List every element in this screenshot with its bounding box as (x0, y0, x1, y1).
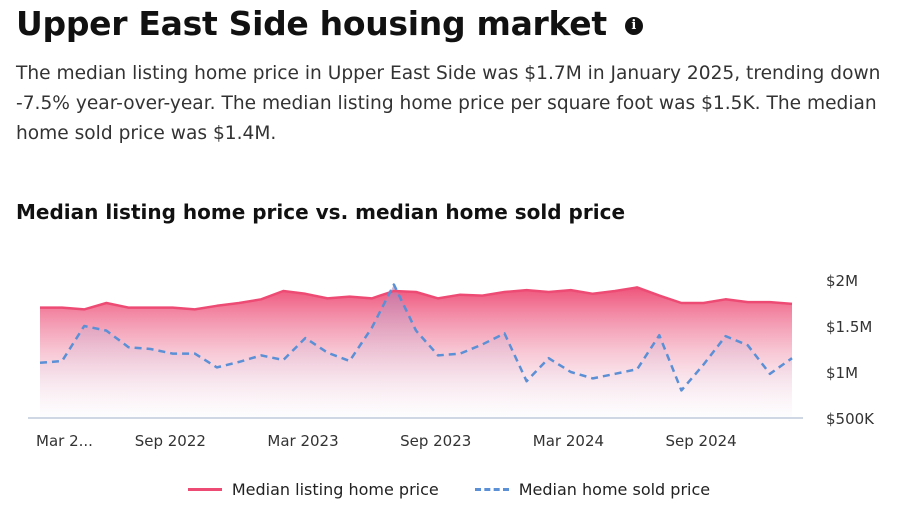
title-row: Upper East Side housing market i (16, 4, 643, 43)
y-tick-label: $500K (826, 410, 875, 428)
series-line-listing[interactable] (40, 286, 793, 311)
chart-title: Median listing home price vs. median hom… (16, 200, 626, 224)
x-tick-label: Sep 2022 (135, 432, 206, 450)
y-axis: $2M $1.5M $1M $500K (826, 272, 875, 428)
page-title: Upper East Side housing market (16, 4, 607, 43)
x-axis: Mar 2... Sep 2022 Mar 2023 Sep 2023 Mar 2024… (36, 432, 737, 450)
series-line-sold[interactable] (39, 283, 793, 392)
y-tick-label: $1M (826, 364, 858, 382)
legend-label-listing: Median listing home price (231, 480, 439, 499)
legend-swatch-listing (187, 488, 222, 491)
plot-area (28, 283, 803, 419)
x-tick-label: Sep 2024 (666, 432, 737, 450)
x-tick-label: Mar 2024 (533, 432, 604, 450)
chart-legend: Median listing home price Median home so… (0, 480, 898, 499)
market-summary: The median listing home price in Upper E… (16, 63, 881, 144)
legend-label-sold: Median home sold price (518, 480, 711, 499)
y-tick-label: $2M (826, 272, 858, 290)
info-icon[interactable]: i (624, 16, 643, 35)
price-chart: $2M $1.5M $1M $500K Mar 2... Sep 2022 Mar 202… (28, 272, 875, 450)
legend-item-listing[interactable]: Median listing home price (187, 480, 439, 499)
x-tick-label: Mar 2023 (267, 432, 338, 450)
x-tick-label: Sep 2023 (400, 432, 471, 450)
y-tick-label: $1.5M (826, 318, 872, 336)
legend-swatch-sold (474, 488, 509, 491)
legend-item-sold[interactable]: Median home sold price (474, 480, 711, 499)
series-area-sold (40, 284, 792, 418)
x-tick-label: Mar 2... (36, 432, 93, 450)
